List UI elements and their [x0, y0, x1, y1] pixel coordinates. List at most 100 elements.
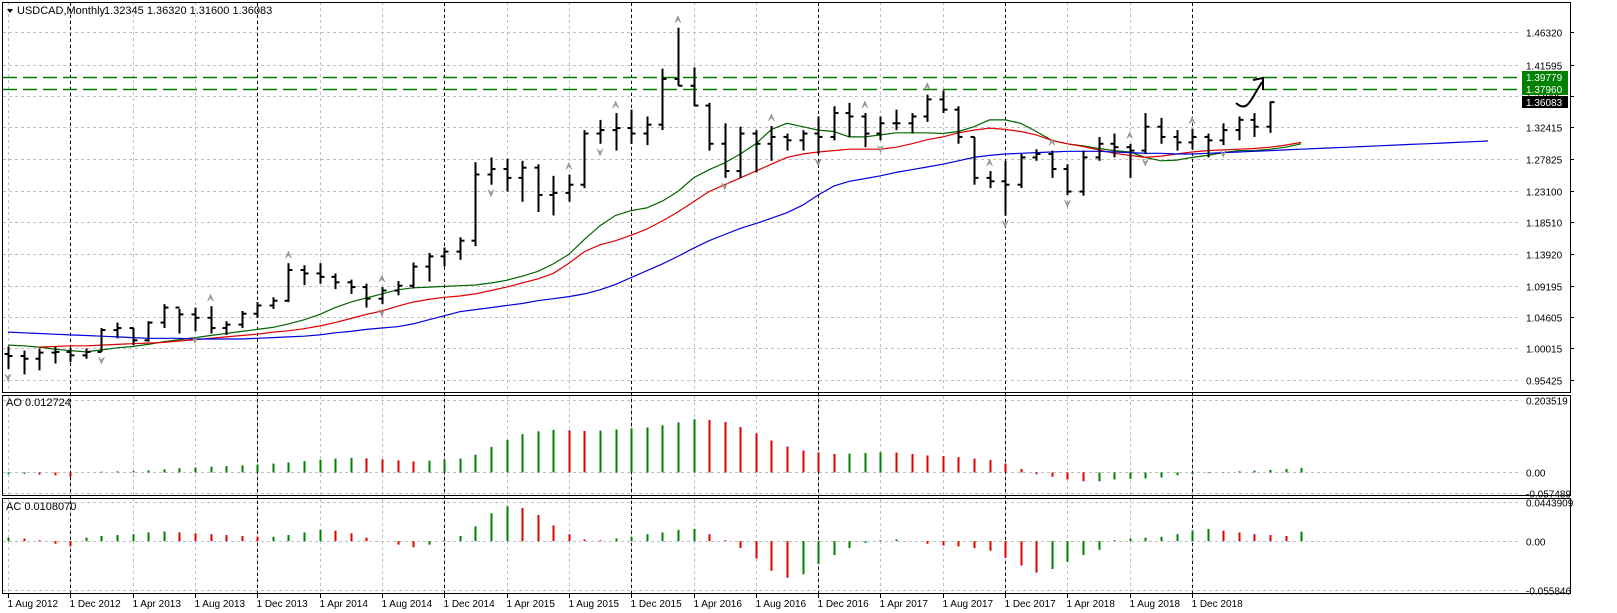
- price-label: 1.04605: [1526, 314, 1563, 325]
- ohlc-bar: [1095, 136, 1104, 161]
- ohlc-bar: [440, 247, 449, 267]
- price-label: 1.00015: [1526, 345, 1563, 356]
- ohlc-bar: [876, 116, 885, 141]
- ohlc-bar: [503, 158, 512, 192]
- fractal-arrow-icon: [1188, 116, 1196, 124]
- ohlc-bar: [394, 280, 403, 296]
- ohlc-bar: [175, 306, 184, 334]
- moving-averages: [7, 119, 1489, 353]
- ohlc-bar: [1188, 128, 1197, 150]
- fractal-arrow-icon: [986, 158, 993, 167]
- price-tag-box: [1522, 83, 1568, 95]
- ohlc-bar: [471, 162, 480, 247]
- triangle-down-icon[interactable]: [7, 9, 13, 13]
- price-tag-label: 1.37960: [1526, 85, 1563, 96]
- price-label: 1.09195: [1526, 283, 1563, 294]
- ohlc-bar: [658, 68, 667, 131]
- osc-axis-label: 0.00: [1526, 469, 1546, 480]
- ohlc-bar: [222, 321, 231, 335]
- ohlc-bar: [783, 133, 792, 151]
- ohlc-bar: [908, 113, 917, 134]
- ohlc-bar: [487, 157, 496, 185]
- ao-histogram: [7, 419, 1303, 482]
- ohlc-bar: [690, 67, 699, 107]
- ohlc-bar: [627, 109, 636, 144]
- ac-pane-frame: [2, 498, 1571, 594]
- ohlc-bar: [456, 237, 465, 260]
- ohlc-bar: [113, 322, 122, 339]
- ohlc-bar: [82, 348, 91, 359]
- price-label: 1.27825: [1526, 156, 1563, 167]
- ac-grid: [3, 499, 1520, 593]
- time-label: 1 Aug 2012: [8, 599, 59, 610]
- time-label: 1 Apr 2013: [133, 599, 182, 610]
- time-label: 1 Apr 2014: [320, 599, 369, 610]
- ohlc-bar: [331, 273, 340, 290]
- fractal-arrow-icon: [207, 293, 214, 302]
- fractal-arrow-icon: [378, 308, 386, 317]
- horizontal-levels[interactable]: [3, 76, 1520, 91]
- ao-axis: 0.203519 0.00 -0.057489: [1526, 397, 1571, 501]
- ao-label: AO 0.012724: [6, 397, 71, 409]
- ohlc-bar: [1110, 133, 1119, 158]
- ohlc-bar: [300, 265, 309, 286]
- ohlc-bar: [66, 347, 75, 363]
- ohlc-bar: [409, 262, 418, 289]
- ohlc-bar: [1250, 113, 1259, 137]
- price-label: 1.13920: [1526, 251, 1563, 262]
- ohlc-bar: [1235, 116, 1244, 141]
- time-label: 1 Dec 2018: [1192, 599, 1244, 610]
- fractal-arrow-icon: [1064, 199, 1071, 208]
- time-label: 1 Aug 2017: [943, 599, 994, 610]
- curved-arrow-icon[interactable]: [1235, 81, 1263, 108]
- ohlc-bar: [752, 130, 761, 173]
- ohlc-bar: [362, 283, 371, 308]
- ohlc-bar: [549, 175, 558, 216]
- ohlc-bar: [191, 307, 200, 332]
- fractal-arrow-icon: [1220, 149, 1227, 158]
- ohlc-bar: [4, 346, 13, 369]
- ohlc-bar: [1204, 133, 1213, 158]
- ohlc-bar: [1048, 150, 1057, 178]
- ohlc-bar: [830, 106, 839, 141]
- ohlc-bar: [51, 346, 60, 364]
- ohlc-bar: [1173, 130, 1182, 151]
- ma-line-red: [39, 127, 1302, 348]
- ohlc-bar: [643, 116, 652, 146]
- fractal-arrow-icon: [612, 100, 619, 109]
- fractal-arrow-icon: [674, 15, 682, 23]
- ohlc-bar: [674, 27, 683, 87]
- ohlc-bar: [861, 113, 870, 148]
- fractal-arrow-icon: [285, 250, 292, 259]
- ohlc-bar: [378, 287, 387, 305]
- ohlc-bar: [596, 119, 605, 144]
- price-tag-label: 1.36083: [1526, 98, 1563, 109]
- time-label: 1 Aug 2013: [195, 599, 246, 610]
- time-label: 1 Dec 2013: [257, 599, 309, 610]
- time-label: 1 Aug 2016: [756, 599, 807, 610]
- ac-axis: 0.0443909 0.00 -0.055846: [1526, 499, 1574, 598]
- period-separators: [70, 3, 1193, 593]
- ao-pane-frame: [2, 395, 1571, 496]
- ac-label: AC 0.0108070: [6, 501, 76, 513]
- ohlc-bar: [799, 130, 808, 151]
- ohlc-bar: [1219, 123, 1228, 146]
- ohlc-bar: [518, 160, 527, 202]
- price-tag-label: 1.39779: [1526, 73, 1563, 84]
- osc-axis-label: 0.0443909: [1526, 499, 1574, 510]
- ohlc-bar: [316, 263, 325, 284]
- chart-header: USDCAD,Monthly 1.32345 1.36320 1.31600 1…: [7, 5, 272, 17]
- fractal-arrow-icon: [378, 274, 386, 283]
- ohlc-bar: [736, 126, 745, 178]
- osc-axis-label: -0.057489: [1526, 490, 1571, 501]
- osc-axis-label: 0.00: [1526, 538, 1546, 549]
- ohlc-bar: [160, 304, 169, 329]
- time-label: 1 Apr 2016: [694, 599, 743, 610]
- fractal-arrow-icon: [596, 148, 604, 157]
- ohlc-bar: [269, 297, 278, 309]
- time-label: 1 Dec 2014: [444, 599, 496, 610]
- ohlc-bar: [705, 102, 714, 151]
- time-axis: 1 Aug 2012 1 Dec 2012 1 Apr 2013 1 Aug 2013…: [8, 594, 1244, 610]
- ohlc-bar: [923, 94, 932, 122]
